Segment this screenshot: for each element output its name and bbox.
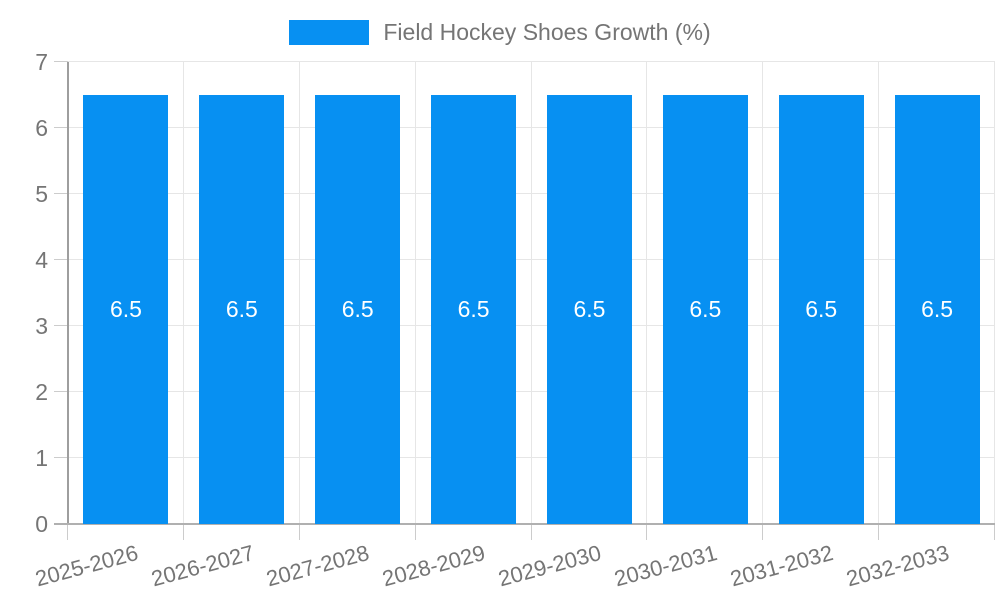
bar: 6.5 — [662, 95, 748, 524]
gridline-vertical — [530, 62, 532, 524]
y-axis-tick — [54, 259, 68, 260]
y-axis-tick — [54, 457, 68, 458]
bar: 6.5 — [778, 95, 864, 524]
x-axis-tick — [994, 524, 995, 540]
gridline-vertical — [182, 62, 184, 524]
x-axis-baseline — [54, 523, 995, 525]
gridline-horizontal — [68, 61, 995, 62]
x-axis-tick-label: 2031-2032 — [727, 540, 836, 592]
bar-value-label: 6.5 — [689, 296, 722, 322]
x-axis-tick-label: 2032-2033 — [843, 540, 952, 592]
bar-value-label: 6.5 — [805, 296, 838, 322]
y-axis-tick-label: 3 — [35, 313, 48, 339]
gridline-horizontal — [68, 391, 995, 392]
x-axis-tick-label: 2030-2031 — [611, 540, 720, 592]
y-axis-tick — [54, 127, 68, 128]
bar-value-label: 6.5 — [341, 296, 374, 322]
x-axis-tick — [530, 524, 532, 540]
x-axis-tick — [182, 524, 184, 540]
x-axis-tick — [67, 524, 68, 540]
y-axis-tick-label: 0 — [35, 511, 48, 537]
gridline-vertical — [762, 62, 764, 524]
x-axis-tick — [646, 524, 648, 540]
gridline-vertical — [994, 62, 995, 524]
bar-value-label: 6.5 — [921, 296, 954, 322]
bar: 6.5 — [431, 95, 517, 524]
bar: 6.5 — [894, 95, 980, 524]
y-axis-tick-label: 6 — [35, 115, 48, 141]
y-axis-tick — [54, 391, 68, 392]
x-axis-tick-label: 2029-2030 — [495, 540, 604, 592]
x-axis-tick — [762, 524, 764, 540]
bar-value-label: 6.5 — [109, 296, 142, 322]
gridline-horizontal — [68, 259, 995, 260]
gridline-horizontal — [68, 127, 995, 128]
x-axis-tick-label: 2026-2027 — [148, 540, 257, 592]
x-axis-tick — [298, 524, 300, 540]
y-axis-tick-label: 5 — [35, 181, 48, 207]
y-axis-tick — [54, 61, 68, 62]
legend-marker — [289, 19, 370, 45]
bar: 6.5 — [199, 95, 285, 524]
gridline-horizontal — [68, 457, 995, 458]
x-axis-tick-label: 2025-2026 — [32, 540, 141, 592]
gridline-vertical — [298, 62, 300, 524]
y-axis-tick-label: 7 — [35, 49, 48, 75]
bar: 6.5 — [546, 95, 632, 524]
y-axis-tick — [54, 325, 68, 326]
y-axis-tick — [54, 193, 68, 194]
bar: 6.5 — [83, 95, 169, 524]
bar-value-label: 6.5 — [225, 296, 258, 322]
gridline-vertical — [878, 62, 880, 524]
x-axis-tick-label: 2028-2029 — [379, 540, 489, 592]
gridline-horizontal — [68, 193, 995, 194]
y-axis-tick-label: 1 — [35, 445, 48, 471]
y-axis-tick-label: 4 — [35, 247, 48, 273]
y-axis-line — [67, 62, 69, 524]
legend: Field Hockey Shoes Growth (%) — [0, 19, 1000, 45]
gridline-vertical — [646, 62, 648, 524]
bar: 6.5 — [315, 95, 401, 524]
y-axis-tick-label: 2 — [35, 379, 48, 405]
legend-label: Field Hockey Shoes Growth (%) — [383, 19, 711, 45]
legend-item[interactable]: Field Hockey Shoes Growth (%) — [289, 19, 711, 45]
x-axis-tick-label: 2027-2028 — [264, 540, 373, 592]
bar-value-label: 6.5 — [573, 296, 606, 322]
x-axis-tick — [878, 524, 880, 540]
gridline-vertical — [414, 62, 416, 524]
bar-value-label: 6.5 — [457, 296, 490, 322]
gridline-horizontal — [68, 325, 995, 326]
x-axis-tick — [414, 524, 416, 540]
